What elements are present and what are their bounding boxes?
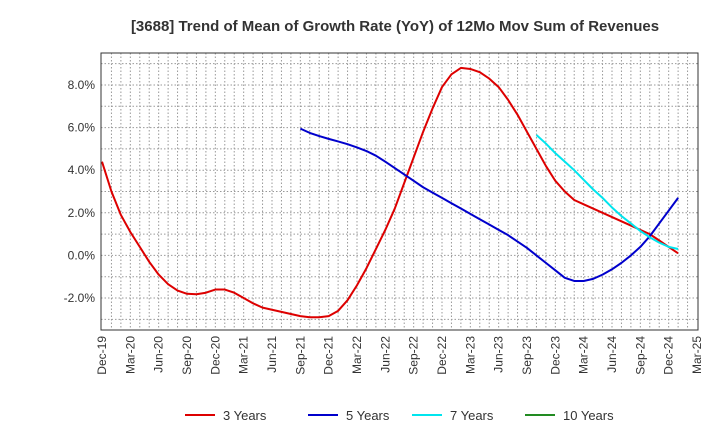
x-tick-label: Sep-21 <box>293 336 307 375</box>
x-tick-label: Dec-22 <box>435 336 449 375</box>
series-line-7-years <box>535 134 679 251</box>
x-tick-label: Sep-22 <box>407 336 421 375</box>
legend-label: 7 Years <box>450 408 494 423</box>
x-tick-label: Dec-19 <box>95 336 109 375</box>
legend-label: 5 Years <box>346 408 390 423</box>
chart-title: [3688] Trend of Mean of Growth Rate (YoY… <box>131 18 659 35</box>
series-lines <box>101 66 679 319</box>
series-line-3-years <box>101 66 679 319</box>
x-tick-label: Sep-24 <box>633 336 647 375</box>
y-tick-label: 8.0% <box>68 78 96 92</box>
x-tick-label: Dec-24 <box>662 336 676 375</box>
plot-frame <box>100 52 699 331</box>
x-tick-label: Mar-20 <box>123 336 137 374</box>
legend-label: 3 Years <box>223 408 267 423</box>
x-tick-label: Jun-24 <box>605 336 619 373</box>
x-tick-label: Mar-22 <box>350 336 364 374</box>
y-tick-label: 6.0% <box>68 121 96 135</box>
x-tick-label: Dec-21 <box>322 336 336 375</box>
y-tick-label: 4.0% <box>68 163 96 177</box>
legend-label: 10 Years <box>563 408 614 423</box>
x-tick-label: Mar-25 <box>690 336 704 374</box>
x-tick-label: Jun-22 <box>378 336 392 373</box>
x-tick-label: Dec-20 <box>208 336 222 375</box>
x-axis-ticks: Dec-19 Mar-20 Jun-20 Sep-20 Dec-20 Mar-21 Jun-… <box>95 336 704 375</box>
x-tick-label: Sep-23 <box>520 336 534 375</box>
y-tick-label: 2.0% <box>68 206 96 220</box>
y-tick-label: -2.0% <box>64 291 96 305</box>
series-line-5-years <box>299 127 679 282</box>
x-tick-label: Sep-20 <box>180 336 194 375</box>
x-tick-label: Mar-21 <box>237 336 251 374</box>
x-tick-label: Jun-21 <box>265 336 279 373</box>
x-tick-label: Dec-23 <box>548 336 562 375</box>
y-tick-label: 0.0% <box>68 248 96 262</box>
x-tick-label: Mar-24 <box>577 336 591 374</box>
x-tick-label: Jun-20 <box>152 336 166 373</box>
legend: 3 Years 5 Years 7 Years 10 Years <box>185 408 614 423</box>
x-tick-label: Mar-23 <box>463 336 477 374</box>
grid <box>101 53 698 330</box>
x-tick-label: Jun-23 <box>492 336 506 373</box>
y-axis-ticks: -2.0% 0.0% 2.0% 4.0% 6.0% 8.0% <box>64 78 96 305</box>
